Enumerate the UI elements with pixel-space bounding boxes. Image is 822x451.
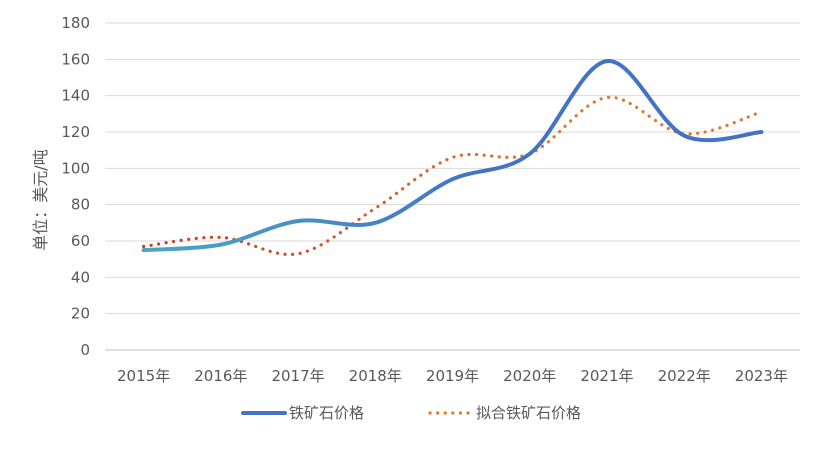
- x-tick-label: 2020年: [503, 367, 556, 385]
- x-tick-label: 2019年: [426, 367, 479, 385]
- y-tick-label: 60: [71, 232, 90, 250]
- gridlines: [105, 23, 800, 350]
- y-tick-label: 0: [80, 341, 90, 359]
- x-tick-label: 2018年: [349, 367, 402, 385]
- y-tick-label: 40: [71, 268, 90, 286]
- y-tick-labels: 0 20 40 60 80 100 120 140 160 180: [61, 14, 90, 359]
- y-axis-title: 单位：美元/吨: [31, 149, 50, 250]
- y-tick-label: 180: [61, 14, 90, 32]
- y-tick-label: 20: [71, 305, 90, 323]
- x-tick-label: 2016年: [194, 367, 247, 385]
- x-tick-label: 2017年: [271, 367, 324, 385]
- y-tick-label: 140: [61, 87, 90, 105]
- x-tick-label: 2021年: [580, 367, 633, 385]
- y-tick-label: 100: [61, 159, 90, 177]
- x-tick-label: 2023年: [735, 367, 788, 385]
- y-tick-label: 160: [61, 50, 90, 68]
- x-tick-label: 2015年: [117, 367, 170, 385]
- series-lines: [144, 61, 762, 254]
- y-tick-label: 80: [71, 196, 90, 214]
- x-tick-label: 2022年: [658, 367, 711, 385]
- series-line-actual: [144, 61, 762, 250]
- legend: 铁矿石价格 拟合铁矿石价格: [243, 404, 581, 422]
- legend-label-fitted: 拟合铁矿石价格: [476, 404, 581, 422]
- legend-label-actual: 铁矿石价格: [289, 404, 364, 422]
- x-tick-labels: 2015年 2016年 2017年 2018年 2019年 2020年 2021年 2022年…: [117, 367, 788, 385]
- y-tick-label: 120: [61, 123, 90, 141]
